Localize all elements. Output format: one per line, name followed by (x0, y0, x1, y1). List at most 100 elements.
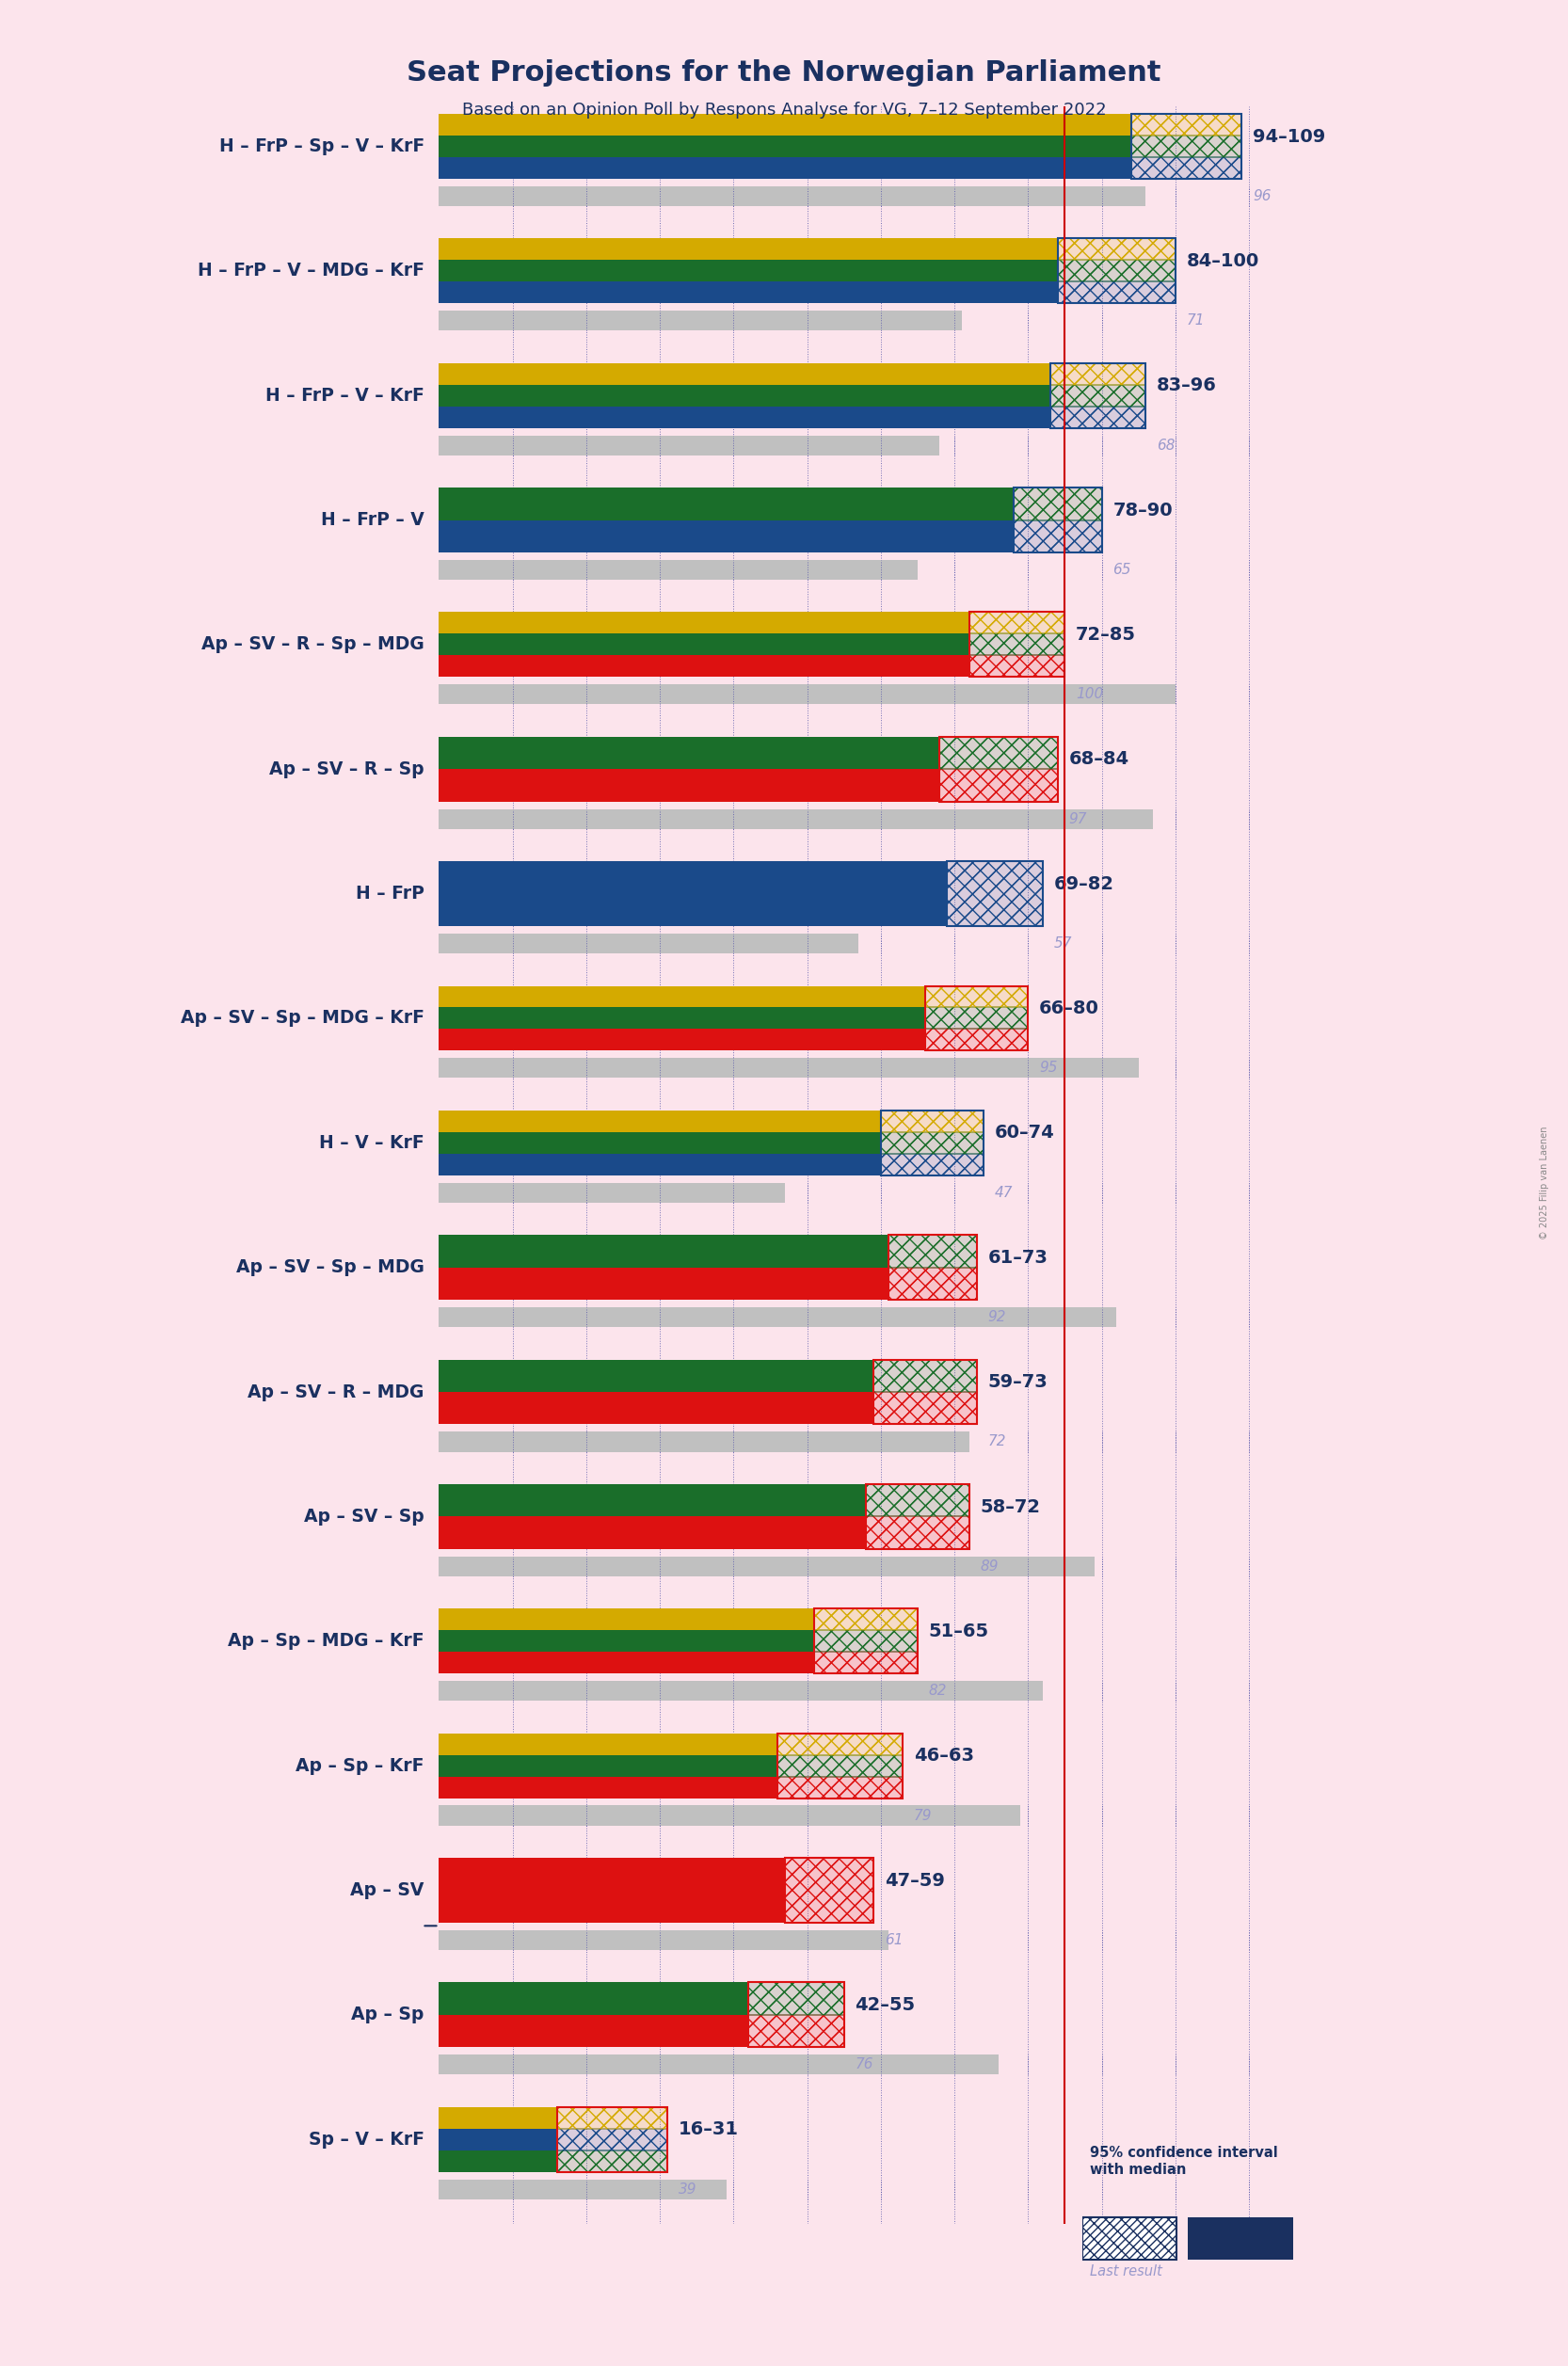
Bar (1013, 487, 1102, 521)
Text: H – V – KrF: H – V – KrF (320, 1133, 425, 1152)
Bar (1131, 156, 1242, 180)
Bar (814, 1651, 917, 1673)
Bar (969, 634, 1065, 655)
Bar (866, 1517, 969, 1550)
Bar (1051, 407, 1146, 428)
Bar (887, 1268, 977, 1299)
Text: 83–96: 83–96 (1157, 376, 1217, 395)
Bar (947, 861, 1043, 925)
Text: 95% confidence interval
with median: 95% confidence interval with median (1090, 2146, 1278, 2177)
Text: 82: 82 (928, 1685, 947, 1699)
Bar (786, 1857, 873, 1924)
Bar (969, 655, 1065, 677)
Text: 76: 76 (855, 2058, 873, 2073)
Bar (1131, 114, 1242, 135)
Bar (939, 736, 1057, 769)
Bar (1013, 487, 1102, 521)
Bar (439, 561, 917, 580)
Bar (748, 1983, 844, 2016)
Bar (786, 1857, 873, 1924)
Bar (866, 1517, 969, 1550)
Bar (1187, 2217, 1294, 2260)
Bar (439, 1517, 866, 1550)
Bar (439, 2179, 726, 2198)
Bar (1131, 114, 1242, 135)
Bar (887, 1235, 977, 1268)
Bar (925, 987, 1029, 1008)
Bar (748, 1983, 844, 2016)
Text: 92: 92 (988, 1311, 1007, 1325)
Bar (925, 987, 1029, 1008)
Text: Seat Projections for the Norwegian Parliament: Seat Projections for the Norwegian Parli… (406, 59, 1162, 88)
Bar (557, 2108, 668, 2172)
Bar (439, 2129, 557, 2151)
Bar (939, 736, 1057, 769)
Bar (814, 1651, 917, 1673)
Text: 100: 100 (1076, 689, 1104, 700)
Bar (439, 407, 1051, 428)
Text: Ap – Sp: Ap – Sp (351, 2006, 425, 2023)
Bar (873, 1360, 977, 1424)
Text: 79: 79 (914, 1808, 933, 1822)
Bar (1131, 114, 1242, 180)
Bar (969, 613, 1065, 634)
Bar (1057, 260, 1176, 282)
Bar (439, 613, 969, 634)
Text: 89: 89 (980, 1559, 999, 1573)
Text: 69–82: 69–82 (1054, 875, 1115, 892)
Text: H – FrP: H – FrP (356, 885, 425, 904)
Bar (881, 1131, 983, 1155)
Bar (873, 1360, 977, 1391)
Bar (557, 2108, 668, 2129)
Bar (873, 1391, 977, 1424)
Bar (814, 1630, 917, 1651)
Bar (1057, 239, 1176, 303)
Bar (1051, 386, 1146, 407)
Bar (439, 1155, 881, 1176)
Bar (887, 1235, 977, 1268)
Bar (439, 435, 939, 454)
Text: 61: 61 (884, 1933, 903, 1947)
Text: 58–72: 58–72 (980, 1498, 1041, 1517)
Bar (873, 1360, 977, 1391)
Bar (881, 1110, 983, 1131)
Text: 66–80: 66–80 (1040, 998, 1099, 1017)
Text: Ap – SV – R – Sp – MDG: Ap – SV – R – Sp – MDG (202, 636, 425, 653)
Text: © 2025 Filip van Laenen: © 2025 Filip van Laenen (1540, 1126, 1549, 1240)
Bar (969, 613, 1065, 634)
Text: H – FrP – V – KrF: H – FrP – V – KrF (265, 386, 425, 405)
Bar (887, 1268, 977, 1299)
Bar (1013, 487, 1102, 521)
Bar (939, 769, 1057, 802)
Text: 57: 57 (1054, 937, 1073, 951)
Bar (439, 1609, 814, 1630)
Bar (1131, 156, 1242, 180)
Bar (1057, 239, 1176, 260)
Bar (439, 386, 1051, 407)
Bar (969, 634, 1065, 655)
Bar (1051, 362, 1146, 386)
Bar (1057, 260, 1176, 282)
Bar (439, 1857, 786, 1924)
Bar (557, 2108, 668, 2129)
Text: 60–74: 60–74 (996, 1124, 1055, 1143)
Bar (778, 1777, 903, 1798)
Bar (439, 684, 1176, 705)
Text: H – FrP – Sp – V – KrF: H – FrP – Sp – V – KrF (220, 137, 425, 156)
Text: H – FrP – V: H – FrP – V (321, 511, 425, 530)
Bar (881, 1155, 983, 1176)
Text: Last result: Last result (1090, 2264, 1162, 2278)
Bar (1131, 114, 1242, 135)
Bar (1013, 521, 1102, 551)
Text: 68–84: 68–84 (1068, 750, 1129, 769)
Bar (866, 1483, 969, 1517)
Text: 61–73: 61–73 (988, 1249, 1047, 1266)
Bar (925, 1029, 1029, 1051)
Bar (778, 1734, 903, 1756)
Bar (1051, 386, 1146, 407)
Text: 16–31: 16–31 (679, 2120, 739, 2139)
Bar (1051, 362, 1146, 386)
Bar (557, 2129, 668, 2151)
Bar (881, 1155, 983, 1176)
Text: 59–73: 59–73 (988, 1372, 1047, 1391)
